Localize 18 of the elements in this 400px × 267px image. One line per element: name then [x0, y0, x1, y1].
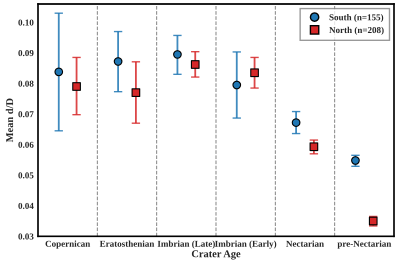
- y-tick-label: 0.04: [18, 202, 34, 209]
- x-tick-label: Nectarian: [286, 240, 324, 247]
- y-tick-label: 0.03: [18, 233, 34, 240]
- legend-label: North (n=208): [329, 26, 384, 35]
- y-tick-label: 0.05: [18, 172, 34, 178]
- y-tick-label: 0.09: [18, 50, 34, 56]
- y-tick-label: 0.10: [18, 19, 34, 26]
- y-tick-label: 0.06: [18, 142, 34, 148]
- y-tick-label: 0.07: [18, 111, 34, 118]
- y-tick-label: 0.08: [18, 80, 34, 87]
- x-axis-title: Crater Age: [192, 250, 240, 260]
- legend-label: South (n=155): [330, 14, 384, 22]
- y-axis-title: Mean d/D: [6, 98, 14, 142]
- x-tick-label: Imbrian (Early): [215, 240, 276, 249]
- x-tick-label: Imbrian (Late): [158, 240, 215, 249]
- x-tick-label: Copernican: [46, 240, 90, 249]
- x-tick-label: pre-Nectarian: [337, 240, 392, 249]
- x-tick-label: Eratosthenian: [100, 240, 154, 247]
